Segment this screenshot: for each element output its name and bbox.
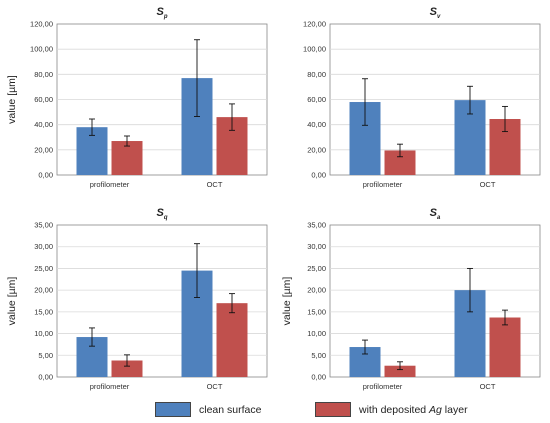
y-tick-label: 20,00	[34, 145, 53, 154]
legend-label-clean: clean surface	[199, 403, 262, 416]
x-category-label: OCT	[480, 382, 496, 391]
y-tick-label: 60,00	[307, 95, 326, 104]
y-axis-label: value [µm]	[281, 277, 293, 326]
y-tick-label: 5,00	[38, 351, 53, 360]
legend: clean surface with deposited Ag layer	[0, 402, 550, 422]
bar-deposited-1	[111, 141, 143, 175]
x-category-label: OCT	[480, 180, 496, 189]
y-tick-label: 80,00	[307, 70, 326, 79]
y-tick-label: 10,00	[34, 329, 53, 338]
y-tick-label: 40,00	[34, 120, 53, 129]
chart-panel-4: 0,00 5,00 10,00 15,00 20,00 25,00 30,00 35,00 pr…	[281, 207, 541, 391]
legend-label-deposited-italic: Ag	[429, 403, 442, 416]
chart-panel-2: 0,00 20,00 40,00 60,00 80,00 100,00 120,00 prof…	[303, 6, 541, 189]
chart-title: Sq	[156, 207, 167, 221]
x-category-label: profilometer	[90, 180, 130, 189]
y-tick-label: 30,00	[307, 242, 326, 251]
y-tick-label: 15,00	[307, 307, 326, 316]
bar-deposited-2	[216, 303, 248, 377]
y-tick-label: 30,00	[34, 242, 53, 251]
plot-area-border	[56, 224, 268, 378]
y-tick-label: 0,00	[311, 171, 326, 180]
y-tick-label: 100,00	[303, 45, 326, 54]
legend-item-clean: clean surface	[155, 402, 261, 417]
y-axis-label: value [µm]	[6, 75, 18, 124]
y-tick-label: 0,00	[311, 373, 326, 382]
y-tick-label: 40,00	[307, 120, 326, 129]
x-category-label: profilometer	[363, 180, 403, 189]
y-tick-label: 100,00	[30, 45, 53, 54]
chart-panel-3: 0,00 5,00 10,00 15,00 20,00 25,00 30,00 35,00 pr…	[6, 207, 268, 391]
chart-title: Sa	[430, 207, 441, 221]
y-tick-label: 25,00	[307, 264, 326, 273]
legend-swatch-deposited	[315, 402, 351, 417]
y-tick-label: 10,00	[307, 329, 326, 338]
y-tick-label: 35,00	[34, 221, 53, 230]
legend-label-deposited-suffix: layer	[441, 403, 468, 416]
x-category-label: OCT	[207, 180, 223, 189]
y-tick-label: 20,00	[307, 286, 326, 295]
chart-panel-1: 0,00 20,00 40,00 60,00 80,00 100,00 120,00 prof…	[6, 6, 268, 189]
y-tick-label: 60,00	[34, 95, 53, 104]
x-category-label: profilometer	[363, 382, 403, 391]
y-tick-label: 15,00	[34, 307, 53, 316]
x-category-label: profilometer	[90, 382, 130, 391]
x-category-label: OCT	[207, 382, 223, 391]
chart-title: Sp	[156, 6, 167, 20]
y-axis-label: value [µm]	[6, 277, 18, 326]
y-tick-label: 0,00	[38, 373, 53, 382]
y-tick-label: 120,00	[30, 20, 53, 29]
bar-deposited-1	[384, 365, 416, 377]
y-tick-label: 20,00	[307, 145, 326, 154]
legend-label-deposited: with deposited Ag layer	[359, 404, 468, 416]
bar-deposited-1	[111, 360, 143, 377]
legend-item-deposited: with deposited Ag layer	[315, 402, 468, 417]
legend-swatch-clean	[155, 402, 191, 417]
y-tick-label: 120,00	[303, 20, 326, 29]
bar-deposited-2	[489, 317, 521, 377]
y-tick-label: 20,00	[34, 286, 53, 295]
chart-title: Sv	[430, 6, 441, 20]
plot-area-border	[329, 224, 541, 378]
legend-label-deposited-prefix: with deposited	[359, 403, 430, 416]
y-tick-label: 25,00	[34, 264, 53, 273]
y-tick-label: 0,00	[38, 171, 53, 180]
y-tick-label: 5,00	[311, 351, 326, 360]
y-tick-label: 35,00	[307, 221, 326, 230]
y-tick-label: 80,00	[34, 70, 53, 79]
